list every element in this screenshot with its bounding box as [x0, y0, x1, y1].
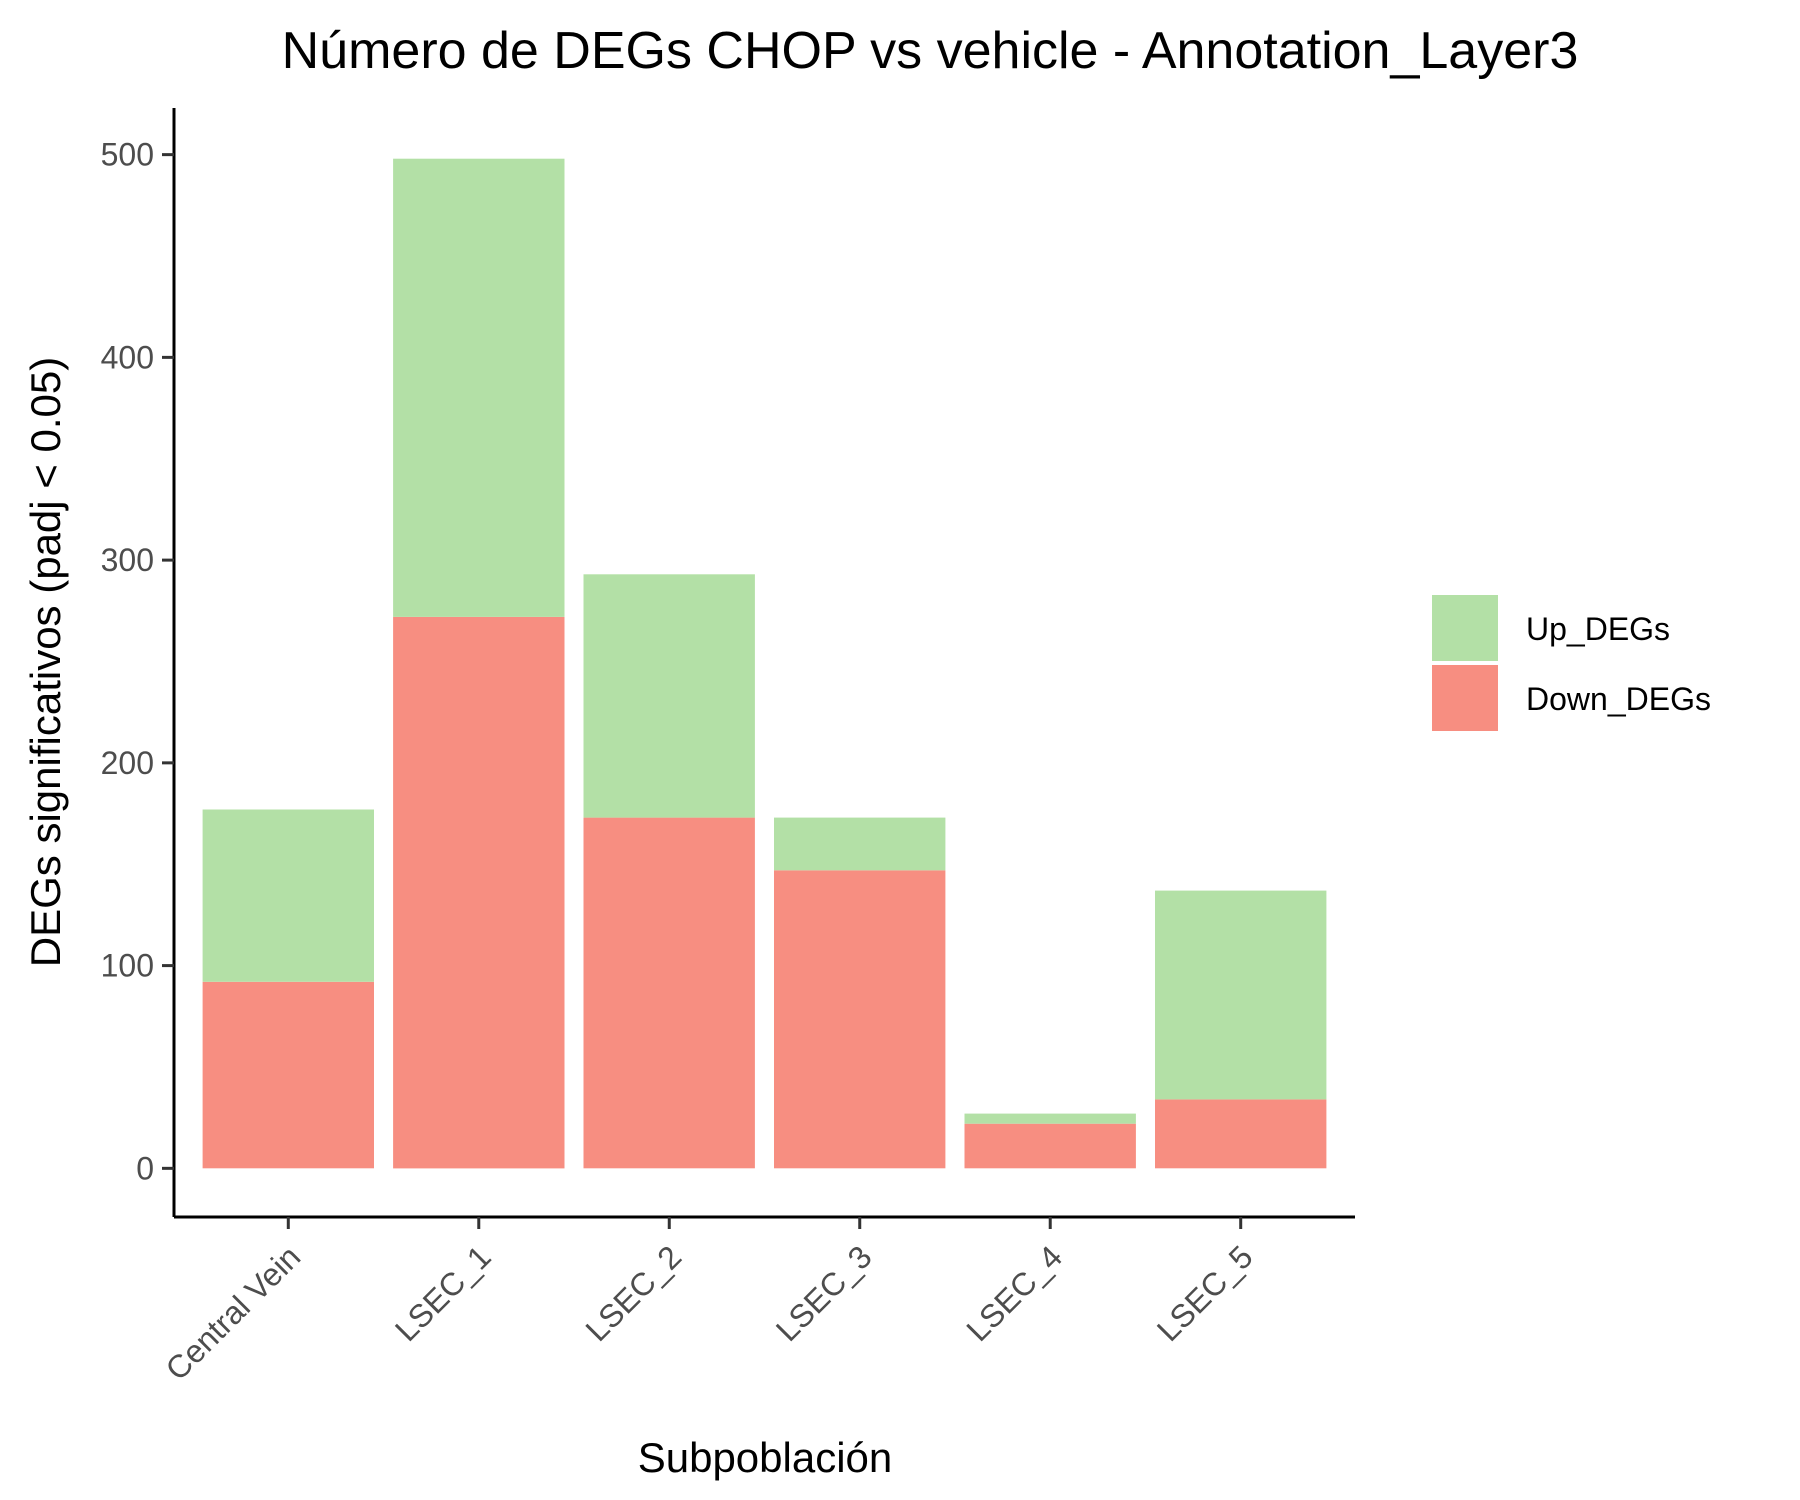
y-tick-label: 400 [101, 339, 154, 375]
bar-down-degs [1155, 1099, 1327, 1169]
y-tick-label: 200 [101, 745, 154, 781]
y-tick-label: 500 [101, 137, 154, 173]
x-tick-label: LSEC_1 [388, 1238, 498, 1348]
x-tick-label: LSEC_5 [1150, 1238, 1260, 1348]
bar-down-degs [774, 870, 946, 1169]
bar-up-degs [964, 1113, 1136, 1124]
bar-up-degs [393, 158, 565, 617]
legend-key [1432, 595, 1498, 661]
bar-up-degs [202, 809, 374, 982]
x-tick-label: LSEC_4 [959, 1238, 1069, 1348]
chart-title: Número de DEGs CHOP vs vehicle - Annotat… [282, 22, 1579, 80]
bar-up-degs [774, 817, 946, 871]
x-tick-label: LSEC_2 [579, 1238, 689, 1348]
legend-key [1432, 665, 1498, 731]
bar-up-degs [1155, 890, 1327, 1100]
bar-down-degs [964, 1123, 1136, 1169]
bar-down-degs [393, 616, 565, 1169]
y-tick-label: 0 [136, 1150, 154, 1186]
legend-label: Up_DEGs [1526, 611, 1670, 647]
y-tick-label: 300 [101, 542, 154, 578]
bar-up-degs [583, 574, 755, 818]
y-tick-label: 100 [101, 948, 154, 984]
bar-down-degs [202, 981, 374, 1169]
legend: Up_DEGs Down_DEGs [1432, 595, 1711, 731]
plot-area [202, 158, 1327, 1169]
x-axis-title: Subpoblación [638, 1434, 893, 1481]
legend-label: Down_DEGs [1526, 681, 1711, 717]
x-tick-label: LSEC_3 [769, 1238, 879, 1348]
bar-down-degs [583, 817, 755, 1169]
x-tick-label: Central Vein [159, 1238, 308, 1387]
y-axis-title: DEGs significativos (padj < 0.05) [22, 357, 69, 967]
